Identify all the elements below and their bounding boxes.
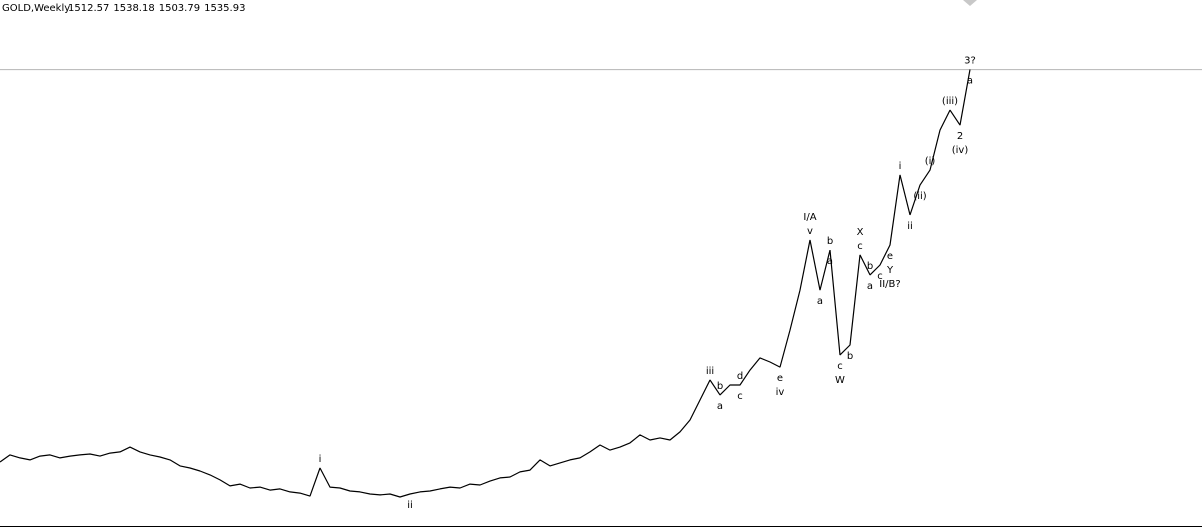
- wave-label: a: [967, 76, 973, 87]
- symbol: GOLD,Weekly: [2, 3, 70, 14]
- wave-label: b: [867, 261, 873, 272]
- wave-label: a: [827, 256, 833, 267]
- wave-label: i: [899, 161, 902, 172]
- wave-label: b: [827, 236, 833, 247]
- wave-label: X: [857, 227, 864, 238]
- wave-label: 2: [957, 131, 963, 142]
- wave-label: (iii): [942, 96, 958, 107]
- wave-label: b: [717, 381, 723, 392]
- wave-label: i: [319, 454, 322, 465]
- wave-label: iii: [706, 366, 714, 377]
- wave-label: (ii): [913, 191, 926, 202]
- ohlc-values: 1512.57 1538.18 1503.79 1535.93: [68, 3, 245, 14]
- wave-label: c: [857, 241, 863, 252]
- wave-label: Y: [886, 265, 894, 276]
- wave-label: d: [737, 371, 743, 382]
- ohlc-value: 1535.93: [204, 3, 245, 14]
- wave-label: II/B?: [879, 279, 900, 290]
- scroll-marker: [963, 0, 977, 6]
- ohlc-value: 1503.79: [159, 3, 200, 14]
- wave-label: e: [777, 373, 783, 384]
- wave-label: c: [737, 391, 743, 402]
- wave-label: a: [717, 401, 723, 412]
- ohlc-value: 1512.57: [68, 3, 109, 14]
- wave-label: a: [817, 296, 823, 307]
- wave-label: W: [835, 375, 845, 386]
- price-line-series: [0, 69, 971, 498]
- wave-label: ii: [407, 500, 413, 511]
- ohlc-value: 1538.18: [113, 3, 154, 14]
- wave-label: v: [807, 226, 813, 237]
- wave-label: c: [837, 361, 843, 372]
- wave-label: I/A: [803, 212, 816, 223]
- wave-label: a: [867, 281, 873, 292]
- wave-label: (iv): [952, 145, 969, 156]
- wave-label: ii: [907, 221, 913, 232]
- wave-label: 3?: [964, 56, 976, 67]
- wave-label: c: [877, 271, 883, 282]
- wave-label: (i): [925, 156, 936, 167]
- wave-label: e: [887, 251, 893, 262]
- wave-label: b: [847, 351, 853, 362]
- wave-label: iv: [776, 387, 785, 398]
